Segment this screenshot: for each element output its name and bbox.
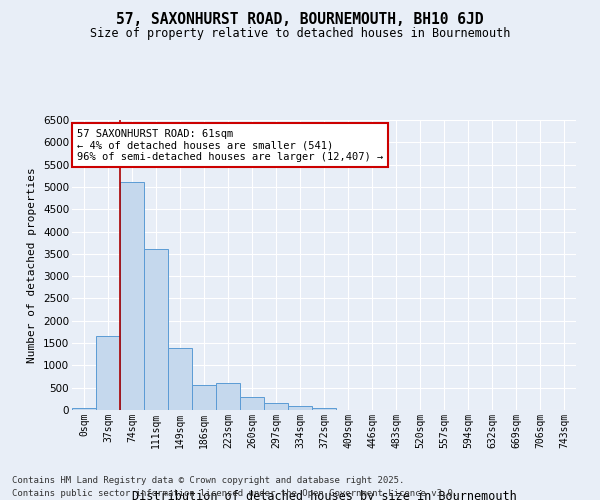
- Bar: [312, 408, 336, 410]
- Text: Contains public sector information licensed under the Open Government Licence v3: Contains public sector information licen…: [12, 489, 458, 498]
- Text: Size of property relative to detached houses in Bournemouth: Size of property relative to detached ho…: [90, 28, 510, 40]
- Text: 57 SAXONHURST ROAD: 61sqm
← 4% of detached houses are smaller (541)
96% of semi-: 57 SAXONHURST ROAD: 61sqm ← 4% of detach…: [77, 128, 383, 162]
- Text: Contains HM Land Registry data © Crown copyright and database right 2025.: Contains HM Land Registry data © Crown c…: [12, 476, 404, 485]
- Text: 57, SAXONHURST ROAD, BOURNEMOUTH, BH10 6JD: 57, SAXONHURST ROAD, BOURNEMOUTH, BH10 6…: [116, 12, 484, 28]
- Bar: [192, 385, 216, 410]
- Y-axis label: Number of detached properties: Number of detached properties: [28, 167, 37, 363]
- Bar: [144, 250, 168, 410]
- Bar: [96, 336, 120, 410]
- Bar: [72, 408, 96, 410]
- Bar: [216, 383, 240, 410]
- Bar: [240, 397, 264, 410]
- Bar: [168, 348, 192, 410]
- Bar: [120, 182, 144, 410]
- X-axis label: Distribution of detached houses by size in Bournemouth: Distribution of detached houses by size …: [131, 490, 517, 500]
- Bar: [288, 406, 312, 410]
- Bar: [264, 404, 288, 410]
